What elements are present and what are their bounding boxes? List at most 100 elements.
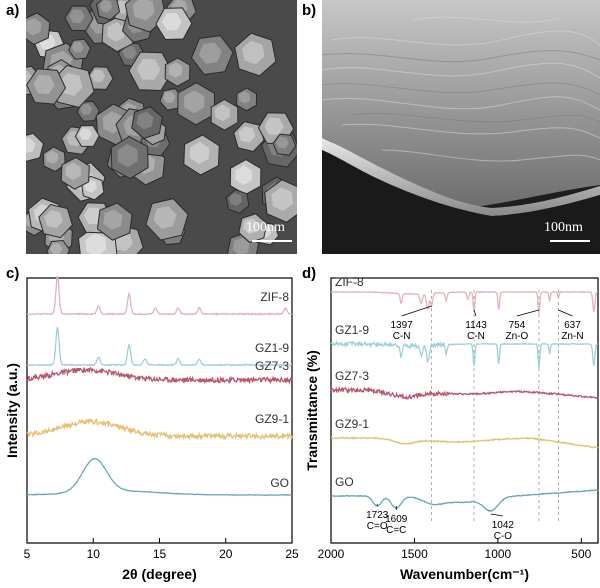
series-label-go: GO — [335, 475, 354, 489]
x-tick-label-25: 25 — [285, 547, 299, 561]
x-axis-label: 2θ (degree) — [122, 566, 196, 582]
crystal — [229, 159, 262, 196]
series-line-zif-8 — [330, 290, 599, 314]
xrd-chart: 5 10 15 20 25 2θ (degree) Intensity (a.u.) ZIF-… — [4, 275, 299, 582]
annotation-group-754: Zn-O — [506, 331, 529, 342]
annotation-group-1042: C-O — [494, 531, 513, 542]
sem-image-b: 100nm — [322, 0, 600, 254]
crystal — [190, 35, 234, 76]
crystal — [68, 38, 92, 60]
crystal — [155, 7, 193, 41]
series-line-zif-8 — [26, 275, 293, 316]
series-line-go — [26, 458, 293, 497]
crystal — [236, 87, 258, 112]
sem-layered-sheet — [322, 0, 600, 254]
crystal — [131, 106, 163, 140]
crystal — [110, 136, 149, 180]
x-tick-label-20: 20 — [219, 547, 233, 561]
x-tick-label-500: 500 — [571, 547, 591, 561]
panel-label-a: a) — [6, 2, 20, 19]
annotation-value-1609: 1609 — [385, 514, 408, 525]
crystal — [26, 68, 67, 105]
crystal — [76, 100, 100, 122]
x-tick-label-15: 15 — [153, 547, 167, 561]
sem-image-a: 100nm — [26, 0, 297, 254]
series-line-gz9-1 — [331, 436, 599, 449]
annotation-arrow-1143 — [473, 309, 477, 317]
crystal — [64, 5, 94, 32]
crystal — [74, 124, 100, 147]
crystal — [264, 179, 297, 223]
plot-frame — [26, 277, 293, 544]
crystal — [234, 32, 277, 77]
annotation-arrow-1042 — [490, 513, 503, 517]
ftir-chart: 2000 1500 1000 500 Wavenumber(cm⁻¹) Transmitt… — [304, 275, 599, 582]
series-line-gz7-3 — [330, 386, 599, 401]
plot-frame — [330, 277, 599, 544]
scale-label-a: 100nm — [246, 220, 285, 235]
annotation-value-754: 754 — [509, 320, 526, 331]
series-label-gz9-1: GZ9-1 — [255, 412, 289, 426]
panel-label-c: c) — [6, 265, 20, 282]
crystal — [51, 64, 95, 108]
crystal — [145, 198, 189, 241]
annotation-arrow-754 — [516, 309, 540, 317]
series-label-gz7-3: GZ7-3 — [335, 369, 369, 383]
crystal — [26, 12, 51, 45]
series-line-gz1-9 — [330, 340, 599, 369]
y-axis-label: Transmittance (%) — [304, 350, 320, 471]
annotation-value-1143: 1143 — [465, 320, 487, 331]
series-label-gz7-3: GZ7-3 — [255, 359, 289, 373]
series-line-go — [330, 489, 599, 513]
x-tick-label-10: 10 — [87, 547, 101, 561]
annotation-group-1609: C=C — [386, 525, 406, 536]
series-label-gz1-9: GZ1-9 — [255, 341, 289, 355]
panel-label-d: d) — [302, 265, 317, 282]
scale-label-b: 100nm — [544, 220, 583, 235]
crystal — [42, 146, 66, 173]
series-label-zif-8: ZIF-8 — [260, 290, 289, 304]
y-axis-label: Intensity (a.u.) — [4, 363, 20, 458]
series-line-gz7-3 — [26, 366, 293, 385]
crystal — [233, 121, 265, 153]
series-label-gz1-9: GZ1-9 — [335, 323, 369, 337]
series-label-gz9-1: GZ9-1 — [335, 417, 369, 431]
crystal — [164, 57, 191, 87]
annotation-group-1397: C-N — [393, 331, 411, 342]
x-axis-label: Wavenumber(cm⁻¹) — [400, 566, 529, 582]
sem-crystals — [26, 0, 297, 254]
series-label-zif-8: ZIF-8 — [335, 275, 364, 289]
crystal — [210, 98, 239, 131]
crystal — [38, 203, 73, 239]
crystal — [46, 239, 71, 254]
x-tick-label-5: 5 — [24, 547, 31, 561]
crystal — [95, 0, 121, 21]
crystal — [96, 202, 133, 241]
crystal — [183, 134, 220, 176]
series-label-go: GO — [270, 476, 289, 490]
crystal — [177, 82, 216, 126]
crystal — [257, 112, 295, 145]
crystal — [26, 132, 45, 162]
series-line-gz9-1 — [26, 417, 293, 442]
annotation-arrow-1397 — [401, 305, 432, 317]
annotation-group-637: Zn-N — [561, 331, 583, 342]
crystal — [159, 88, 183, 111]
series-line-gz1-9 — [26, 327, 292, 367]
scale-bar-b — [550, 240, 590, 242]
scale-bar-a — [252, 240, 292, 242]
x-tick-label-2000: 2000 — [318, 547, 345, 561]
x-tick-label-1500: 1500 — [401, 547, 428, 561]
annotation-value-1042: 1042 — [492, 520, 515, 531]
crystal — [272, 133, 297, 156]
panel-label-b: b) — [302, 2, 317, 19]
crystal — [60, 156, 90, 190]
annotation-value-637: 637 — [564, 320, 581, 331]
